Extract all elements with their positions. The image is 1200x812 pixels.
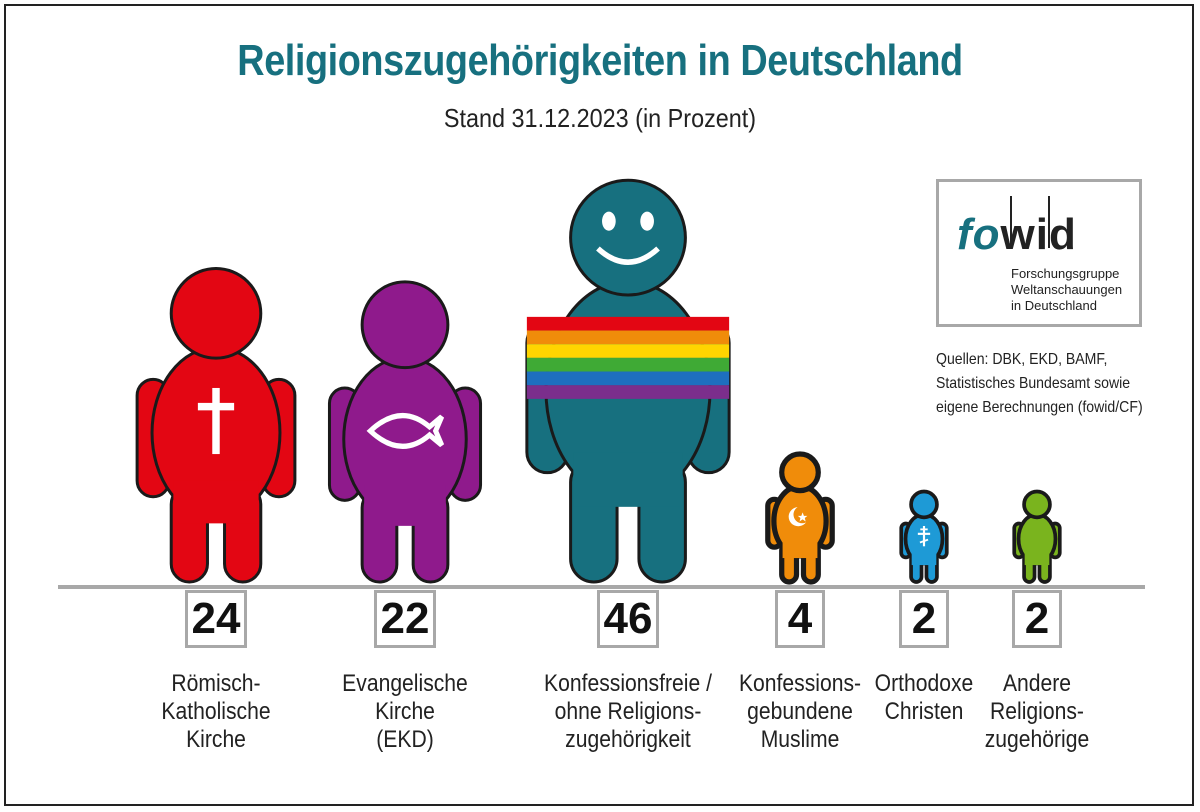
orthodox-cross-icon xyxy=(917,525,931,547)
figure-head xyxy=(360,280,450,370)
logo-brand-fo: fo xyxy=(957,210,1001,259)
logo-tagline: Forschungsgruppe Weltanschauungen in Deu… xyxy=(1011,266,1123,313)
fish-icon xyxy=(366,413,445,449)
value-label: 4 xyxy=(775,590,825,648)
chart-title: Religionszugehörigkeiten in Deutschland xyxy=(237,36,963,85)
fowid-logo: fowid Forschungsgruppe Weltanschauungen … xyxy=(936,179,1142,327)
figure-orthodox xyxy=(899,489,949,584)
figure-head xyxy=(569,178,687,297)
figure-protestant xyxy=(327,280,483,584)
category-label: Römisch- Katholische Kirche xyxy=(161,670,271,753)
value-label: 22 xyxy=(374,590,436,648)
value-label: 2 xyxy=(899,590,949,648)
value-label: 24 xyxy=(185,590,247,648)
smiley-icon xyxy=(596,211,660,265)
figure-nonreligious xyxy=(525,178,731,584)
figure-catholic xyxy=(135,267,297,584)
figure-muslim xyxy=(765,451,835,585)
rainbow-stripes-icon xyxy=(526,316,730,399)
chart-subtitle: Stand 31.12.2023 (in Prozent) xyxy=(443,103,757,133)
category-label: Konfessionsfreie / ohne Religions- zugeh… xyxy=(544,670,712,753)
value-label: 46 xyxy=(597,590,659,648)
cross-icon xyxy=(197,387,235,455)
figure-head xyxy=(169,267,263,360)
sources-note: Quellen: DBK, EKD, BAMF, Statistisches B… xyxy=(936,351,1143,416)
figure-head xyxy=(909,489,939,520)
figure-head xyxy=(779,451,821,494)
category-label: Andere Religions- zugehörige xyxy=(984,670,1090,753)
figure-other xyxy=(1012,489,1062,584)
crescent-star-icon xyxy=(788,505,811,527)
logo-brand-wid: wid xyxy=(1000,210,1077,259)
category-label: Orthodoxe Christen xyxy=(874,670,974,725)
category-label: Konfessions- gebundene Muslime xyxy=(738,670,862,753)
logo-bars-icon xyxy=(1010,196,1050,248)
figure-head xyxy=(1022,489,1052,520)
category-label: Evangelische Kirche (EKD) xyxy=(342,670,468,753)
value-label: 2 xyxy=(1012,590,1062,648)
